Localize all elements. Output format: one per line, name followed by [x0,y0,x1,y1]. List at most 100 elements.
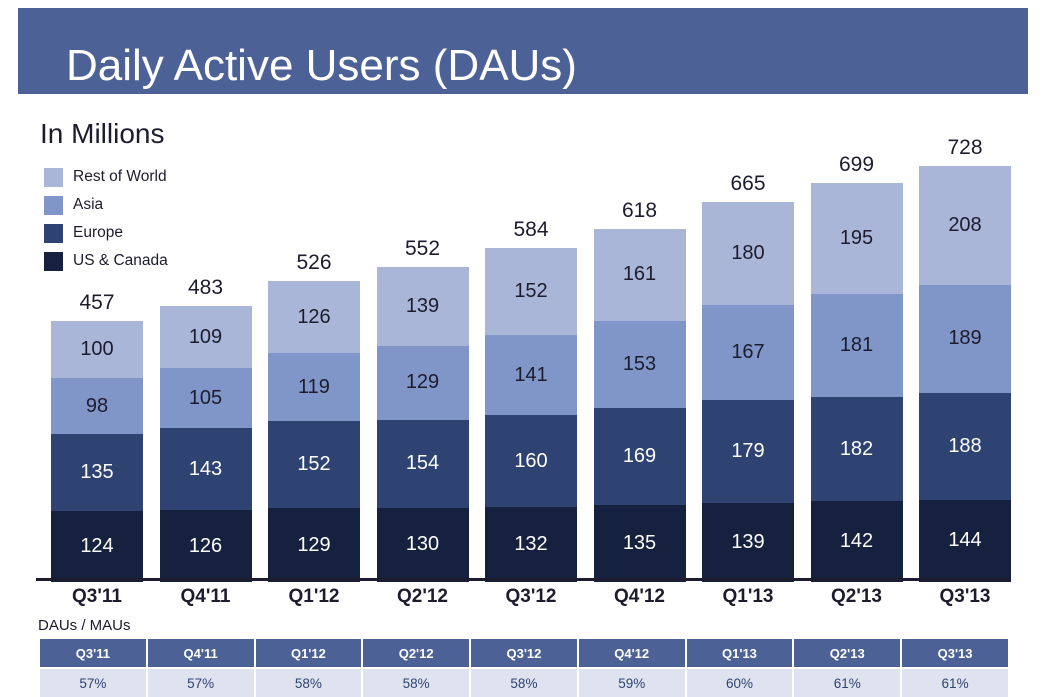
bar-segment-europe: 154 [376,419,469,508]
bar-column: 483 126 143 105 109 [159,124,252,582]
table-cell-ratio: 58% [255,667,362,697]
chart-subtitle: In Millions [40,118,165,149]
bar-column: 699 142 182 181 195 [810,124,903,582]
table-row-header: Q3'11 Q4'11 Q1'12 Q2'12 Q3'12 Q4'12 Q1'13 Q2'13… [40,639,1008,667]
bar-stack: 126 143 105 109 [159,306,252,582]
bar-segment-rest-of-world: 100 [51,320,143,379]
table-cell-period: Q4'12 [578,639,685,667]
bar-segment-us-canada: 144 [919,499,1011,582]
bar-segment-rest-of-world: 208 [919,166,1011,285]
bar-segment-asia: 129 [376,346,469,420]
bar-column: 618 135 169 153 161 [593,124,686,582]
bar-segment-europe: 152 [268,421,360,509]
x-axis-label: Q3'13 [939,586,991,607]
legend-swatch-europe [44,223,63,243]
bar-stack: 130 154 129 139 [376,266,469,582]
bar-segment-rest-of-world: 139 [376,266,469,347]
ratio-caption: DAUs / MAUs [38,617,131,634]
table-cell-period: Q3'12 [471,639,577,667]
bar-column: 457 124 135 98 100 [51,124,143,582]
bar-segment-europe: 135 [51,434,143,512]
table-cell-ratio: 59% [578,667,685,697]
bar-stack: 132 160 141 152 [485,248,577,582]
bar-total-label: 699 [838,152,875,176]
legend-item-asia: Asia [44,191,274,219]
bar-total-label: 728 [947,136,983,160]
bar-total-label: 483 [187,276,224,300]
legend-swatch-us-canada [44,251,63,271]
bar-segment-us-canada: 142 [810,500,903,582]
bar-total-label: 457 [79,290,115,314]
title-bar: Daily Active Users (DAUs) [18,8,1028,94]
bar-segment-us-canada: 124 [51,511,143,582]
bar-segment-europe: 160 [485,415,577,507]
x-axis-label: Q3'11 [72,586,122,607]
bar-segment-asia: 153 [593,320,686,409]
bar-stack: 124 135 98 100 [51,320,143,582]
table-cell-ratio: 58% [471,667,577,697]
bar-stack: 139 179 167 180 [702,202,794,582]
legend-item-rest-of-world: Rest of World [44,163,274,191]
x-axis-line [36,578,1010,581]
legend-item-us-canada: US & Canada [44,247,274,275]
bar-stack: 129 152 119 126 [268,281,360,582]
table-cell-ratio: 57% [147,667,254,697]
table-cell-period: Q1'13 [686,639,793,667]
bar-segment-asia: 98 [51,378,143,435]
bar-column: 584 132 160 141 152 [485,124,577,582]
table-cell-ratio: 61% [902,667,1008,697]
bar-segment-europe: 179 [702,400,794,503]
bar-total-label: 618 [621,198,658,222]
bar-total-label: 665 [730,172,766,196]
daus-maus-table: Q3'11 Q4'11 Q1'12 Q2'12 Q3'12 Q4'12 Q1'13 Q2'13… [38,639,1010,697]
legend-label-rest-of-world: Rest of World [73,168,167,185]
bar-column: 552 130 154 129 139 [376,124,469,582]
legend-swatch-asia [44,195,63,215]
bar-total-label: 552 [404,236,441,260]
x-axis-label: Q2'13 [831,586,882,607]
bar-segment-rest-of-world: 161 [593,228,686,321]
x-axis-label: Q1'12 [288,586,340,607]
stacked-bar-chart: 457 124 135 98 100 483 126 143 105 109 526 129 152 11… [0,120,1046,582]
bar-segment-europe: 188 [919,392,1011,500]
bar-segment-rest-of-world: 180 [702,202,794,305]
table-cell-period: Q3'13 [902,639,1008,667]
bar-column: 665 139 179 167 180 [702,124,794,582]
bar-segment-us-canada: 132 [485,506,577,582]
bar-segment-us-canada: 139 [702,502,794,582]
x-axis-label: Q1'13 [722,586,774,607]
bar-total-label: 584 [513,218,549,242]
x-axis-label: Q2'12 [397,586,448,607]
bar-stack: 142 182 181 195 [810,182,903,582]
x-axis-label: Q4'12 [614,586,665,607]
table-cell-period: Q4'11 [147,639,254,667]
bar-segment-rest-of-world: 152 [485,248,577,336]
legend-label-europe: Europe [73,224,123,241]
table-cell-ratio: 57% [40,667,146,697]
legend-item-europe: Europe [44,219,274,247]
legend-label-us-canada: US & Canada [73,252,168,269]
table-cell-ratio: 61% [794,667,901,697]
bar-segment-rest-of-world: 126 [268,281,360,354]
page-title: Daily Active Users (DAUs) [66,41,577,90]
bar-stack: 135 169 153 161 [593,228,686,582]
table-row-values: 57% 57% 58% 58% 58% 59% 60% 61% 61% [40,667,1008,697]
bar-column: 728 144 188 189 208 [919,124,1011,582]
bar-segment-us-canada: 130 [376,507,469,582]
bar-segment-europe: 182 [810,397,903,501]
table-cell-ratio: 58% [363,667,470,697]
bar-segment-us-canada: 126 [159,510,252,582]
bar-segment-us-canada: 129 [268,508,360,582]
table-cell-period: Q2'13 [794,639,901,667]
bar-total-label: 526 [296,251,332,275]
bar-segment-asia: 167 [702,304,794,401]
table-cell-period: Q1'12 [255,639,362,667]
x-axis-label: Q4'11 [180,586,231,607]
bar-segment-europe: 169 [593,408,686,505]
table-cell-period: Q3'11 [40,639,146,667]
bar-stack: 144 188 189 208 [919,166,1011,582]
bar-column: 526 129 152 119 126 [268,124,360,582]
bar-segment-rest-of-world: 195 [810,182,903,294]
bar-segment-asia: 141 [485,335,577,416]
bar-segment-asia: 189 [919,284,1011,393]
